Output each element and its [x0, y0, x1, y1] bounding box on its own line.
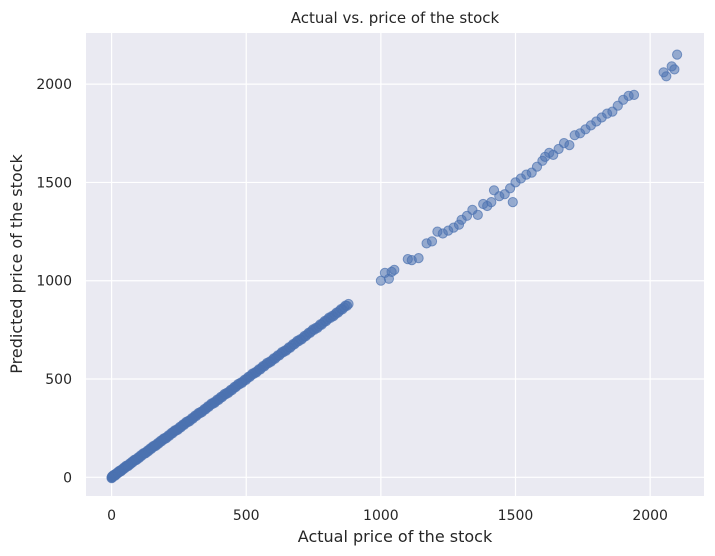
data-point: [472, 209, 483, 220]
x-tick-label: 500: [233, 508, 260, 524]
grid: [86, 33, 704, 496]
data-point: [343, 298, 354, 310]
x-tick-label: 2000: [632, 508, 668, 524]
chart-title: Actual vs. price of the stock: [291, 9, 500, 27]
x-tick-labels: 0 500 1000 1500 2000: [107, 508, 668, 524]
data-point: [413, 253, 424, 264]
data-point: [507, 197, 518, 208]
x-axis-label: Actual price of the stock: [298, 527, 493, 546]
x-tick-label: 1000: [363, 508, 399, 524]
x-tick-label: 0: [107, 508, 116, 524]
data-point: [564, 140, 575, 151]
data-point: [661, 71, 672, 82]
y-tick-label: 500: [45, 372, 72, 388]
x-tick-label: 1500: [498, 508, 534, 524]
data-point: [672, 49, 683, 60]
data-point: [389, 264, 400, 275]
y-tick-label: 2000: [36, 77, 72, 93]
data-point: [426, 236, 438, 247]
y-tick-label: 1500: [36, 175, 72, 191]
y-tick-label: 1000: [36, 274, 72, 290]
y-tick-labels: 0 500 1000 1500 2000: [36, 77, 72, 486]
data-point: [669, 64, 680, 75]
y-tick-label: 0: [63, 470, 72, 486]
data-point: [628, 89, 640, 101]
data-points: [106, 49, 683, 484]
y-axis-label: Predicted price of the stock: [7, 154, 26, 374]
data-point: [486, 197, 497, 208]
